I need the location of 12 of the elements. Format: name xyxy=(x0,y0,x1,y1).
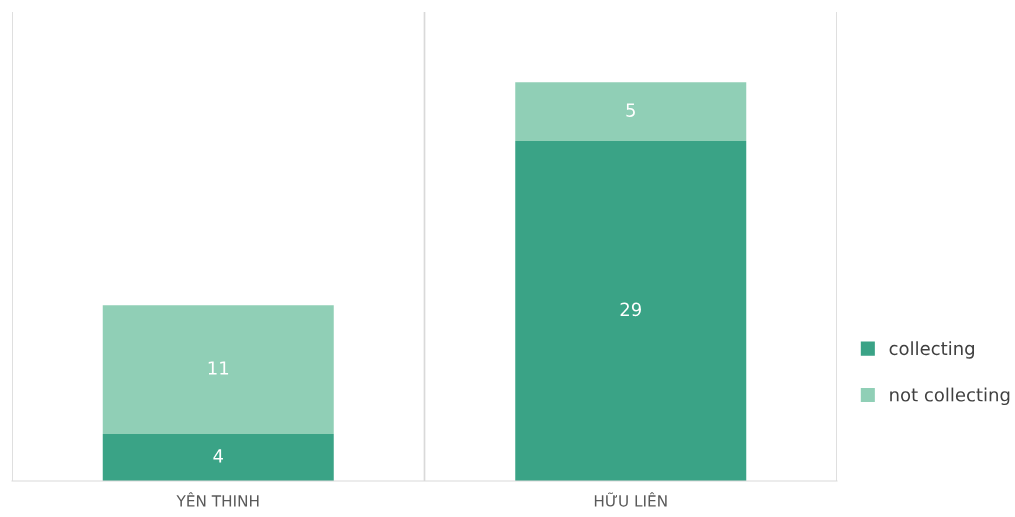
x-tick-label: YÊN THINH xyxy=(176,492,259,507)
bar xyxy=(515,82,747,141)
legend-label: collecting xyxy=(889,341,974,359)
data-label: 5 xyxy=(626,103,635,117)
bar xyxy=(515,140,747,481)
bar xyxy=(102,434,334,481)
data-label: 11 xyxy=(208,361,229,375)
data-label: 4 xyxy=(213,449,223,463)
x-tick-label: HỮU LIÊN xyxy=(594,492,667,507)
bar xyxy=(102,305,334,435)
data-label: 29 xyxy=(620,302,641,317)
legend-label: not collecting xyxy=(890,387,1010,406)
